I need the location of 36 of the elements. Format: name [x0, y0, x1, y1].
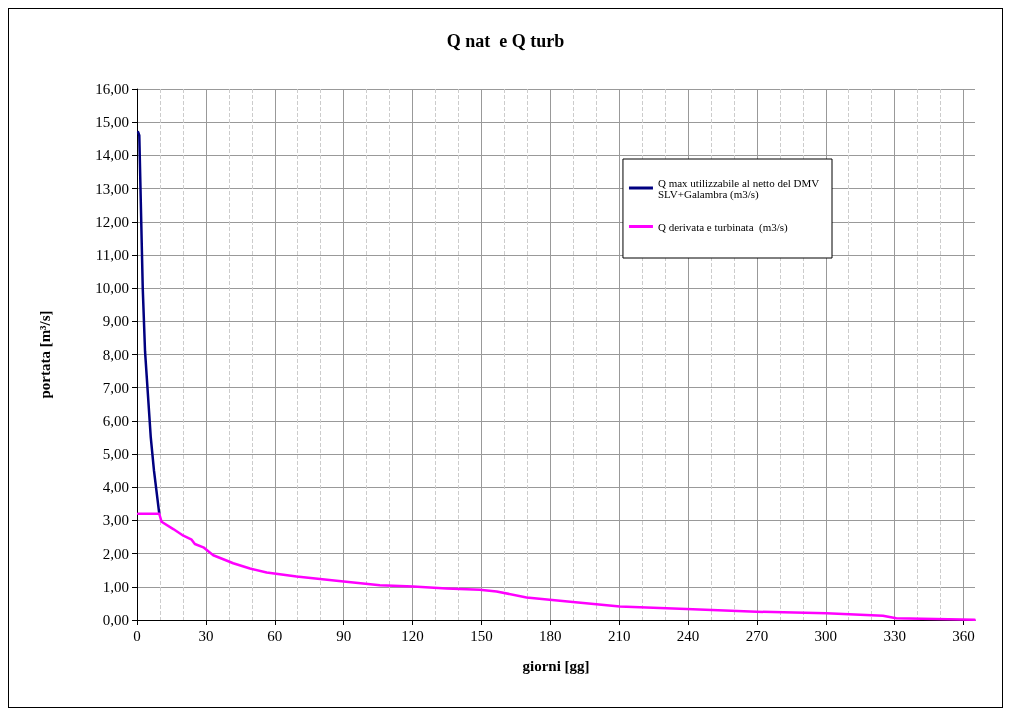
- chart-title: Q nat e Q turb: [446, 31, 565, 51]
- x-tick-label: 90: [336, 627, 352, 644]
- y-tick-label: 16,00: [95, 81, 129, 97]
- y-tick-label: 12,00: [95, 213, 129, 230]
- legend-label: Q max utilizzabile al netto del DMV SLV+Galambra (m3/s): [657, 176, 822, 201]
- y-tick-label: 4,00: [102, 479, 129, 496]
- y-tick-label: 6,00: [102, 412, 129, 429]
- y-tick-label: 1,00: [102, 578, 129, 595]
- x-axis-title: giorni [gg]: [522, 657, 590, 674]
- x-tick-label: 180: [539, 627, 562, 644]
- x-tick-label: 30: [198, 627, 214, 644]
- y-axis-title: portata [m³/s]: [36, 310, 53, 399]
- x-tick-label: 60: [267, 627, 283, 644]
- y-tick-label: 0,00: [102, 612, 129, 628]
- y-tick-label: 13,00: [95, 180, 129, 197]
- line-series: [136, 130, 161, 516]
- x-tick-label: 300: [814, 627, 838, 644]
- x-tick-label: 0: [133, 627, 141, 644]
- y-tick-label: 11,00: [95, 246, 129, 263]
- y-tick-label: 9,00: [102, 313, 129, 330]
- x-tick-label: 240: [676, 627, 700, 644]
- x-tick-label: 270: [745, 627, 769, 644]
- y-tick-label: 15,00: [95, 114, 129, 131]
- legend-label: Q derivata e turbinata (m3/s): [657, 220, 789, 234]
- x-tick-label: 120: [401, 627, 424, 644]
- y-tick-label: 5,00: [102, 446, 129, 463]
- x-tick-label: 210: [607, 627, 631, 644]
- y-tick-label: 7,00: [102, 379, 129, 396]
- y-tick-label: 14,00: [95, 147, 129, 164]
- y-tick-label: 2,00: [102, 545, 129, 562]
- x-tick-label: 150: [470, 627, 493, 644]
- y-tick-label: 3,00: [102, 512, 129, 529]
- x-tick-label: 360: [952, 627, 975, 644]
- x-tick-label: 330: [883, 627, 906, 644]
- y-tick-label: 8,00: [102, 346, 129, 363]
- y-tick-label: 10,00: [95, 280, 129, 297]
